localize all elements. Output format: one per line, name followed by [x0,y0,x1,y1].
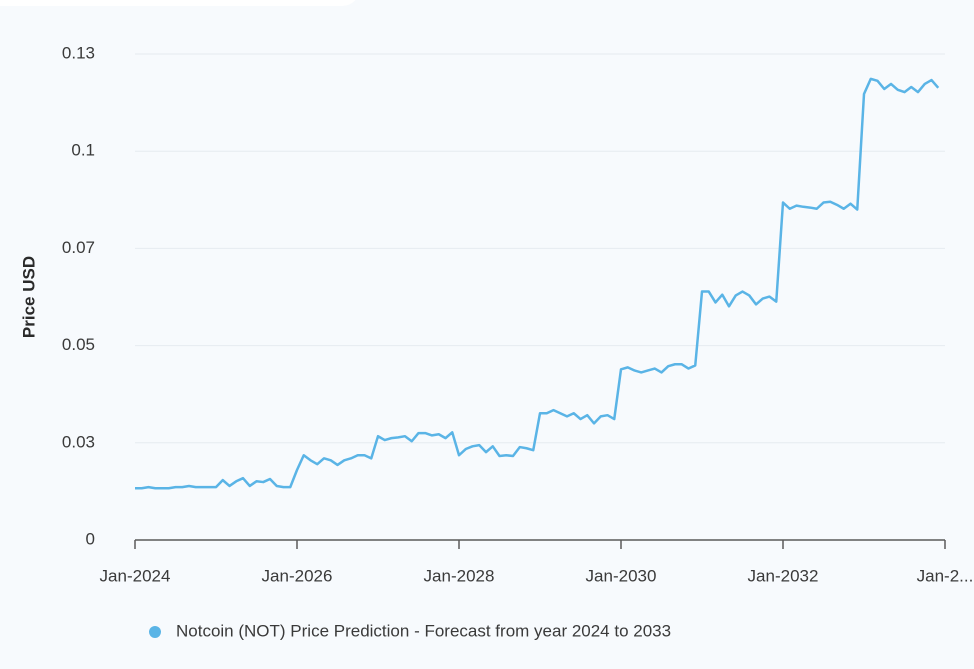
legend-marker [149,626,161,638]
y-tick-label: 0.1 [71,141,95,160]
x-tick-label: Jan-2032 [748,566,819,585]
x-tick-label: Jan-2026 [262,566,333,585]
y-axis-title: Price USD [19,256,38,338]
y-tick-label: 0.03 [62,432,95,451]
y-tick-label: 0 [86,529,95,548]
x-tick-label: Jan-2030 [586,566,657,585]
x-tick-label: Jan-2024 [100,566,171,585]
x-tick-label: Jan-2028 [424,566,495,585]
y-tick-label: 0.05 [62,335,95,354]
legend-label: Notcoin (NOT) Price Prediction - Forecas… [176,621,671,640]
price-line [135,77,940,490]
tab-shape [0,0,356,6]
y-tick-label: 0.13 [62,43,95,62]
x-tick-label: Jan-2... [917,566,974,585]
y-tick-label: 0.07 [62,238,95,257]
